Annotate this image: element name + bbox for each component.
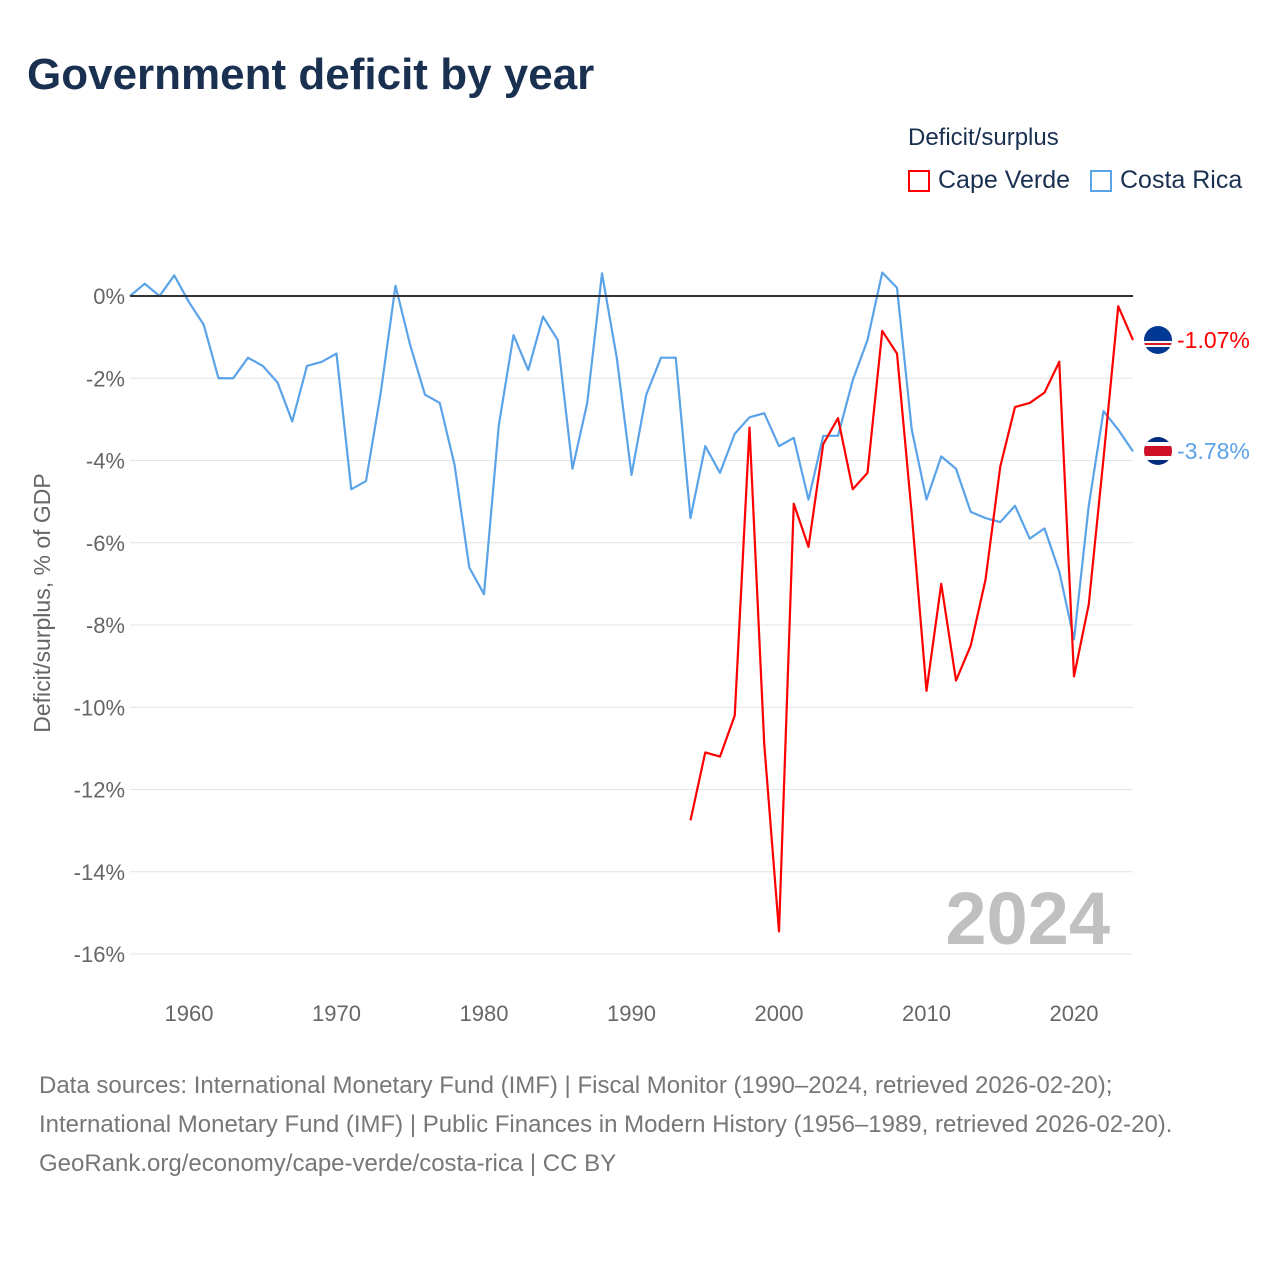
costa-rica-flag-icon (1144, 437, 1172, 465)
source-link[interactable]: GeoRank.org/economy/cape-verde/costa-ric… (39, 1150, 617, 1177)
y-tick-label: -4% (86, 449, 125, 474)
legend-swatch (1090, 169, 1112, 192)
y-tick-label: -2% (86, 366, 125, 391)
data-sources: Data sources: International Monetary Fun… (39, 1072, 1173, 1138)
series-line-costa-rica[interactable] (129, 271, 1134, 641)
end-label-costa-rica: -3.78% (1177, 438, 1250, 464)
legend-label: Costa Rica (1120, 166, 1243, 194)
y-tick-label: 0% (93, 284, 125, 309)
y-tick-label: -6% (86, 531, 125, 556)
legend-swatch (908, 169, 930, 192)
year-watermark: 2024 (945, 877, 1110, 960)
x-tick-label: 2010 (902, 1001, 951, 1026)
x-tick-label: 1980 (460, 1001, 509, 1026)
x-tick-label: 2000 (755, 1001, 804, 1026)
legend-item-costa-rica[interactable]: Costa Rica (1090, 166, 1242, 195)
x-tick-label: 1990 (607, 1001, 656, 1026)
legend-item-cape-verde[interactable]: Cape Verde (908, 166, 1070, 195)
y-tick-label: -16% (74, 942, 125, 967)
legend-title: Deficit/surplus (908, 124, 1059, 151)
chart-area: 0% -2% -4% -6% -8% -10% -12% -14% -16% 1960 1970 19… (29, 271, 1250, 1026)
x-tick-label: 1960 (165, 1001, 214, 1026)
legend-label: Cape Verde (938, 166, 1071, 194)
end-label-cape-verde: -1.07% (1177, 327, 1250, 353)
chart-title: Government deficit by year (27, 50, 595, 99)
x-tick-label: 2020 (1050, 1001, 1099, 1026)
y-axis-label: Deficit/surplus, % of GDP (29, 473, 55, 732)
y-tick-label: -12% (74, 778, 125, 803)
x-tick-label: 1970 (312, 1001, 361, 1026)
y-tick-label: -8% (86, 613, 125, 638)
y-tick-label: -10% (74, 695, 125, 720)
footer: Data sources: International Monetary Fun… (39, 1066, 1239, 1183)
cape-verde-flag-icon (1144, 326, 1172, 354)
series-line-cape-verde[interactable] (689, 305, 1135, 933)
y-tick-label: -14% (74, 860, 125, 885)
